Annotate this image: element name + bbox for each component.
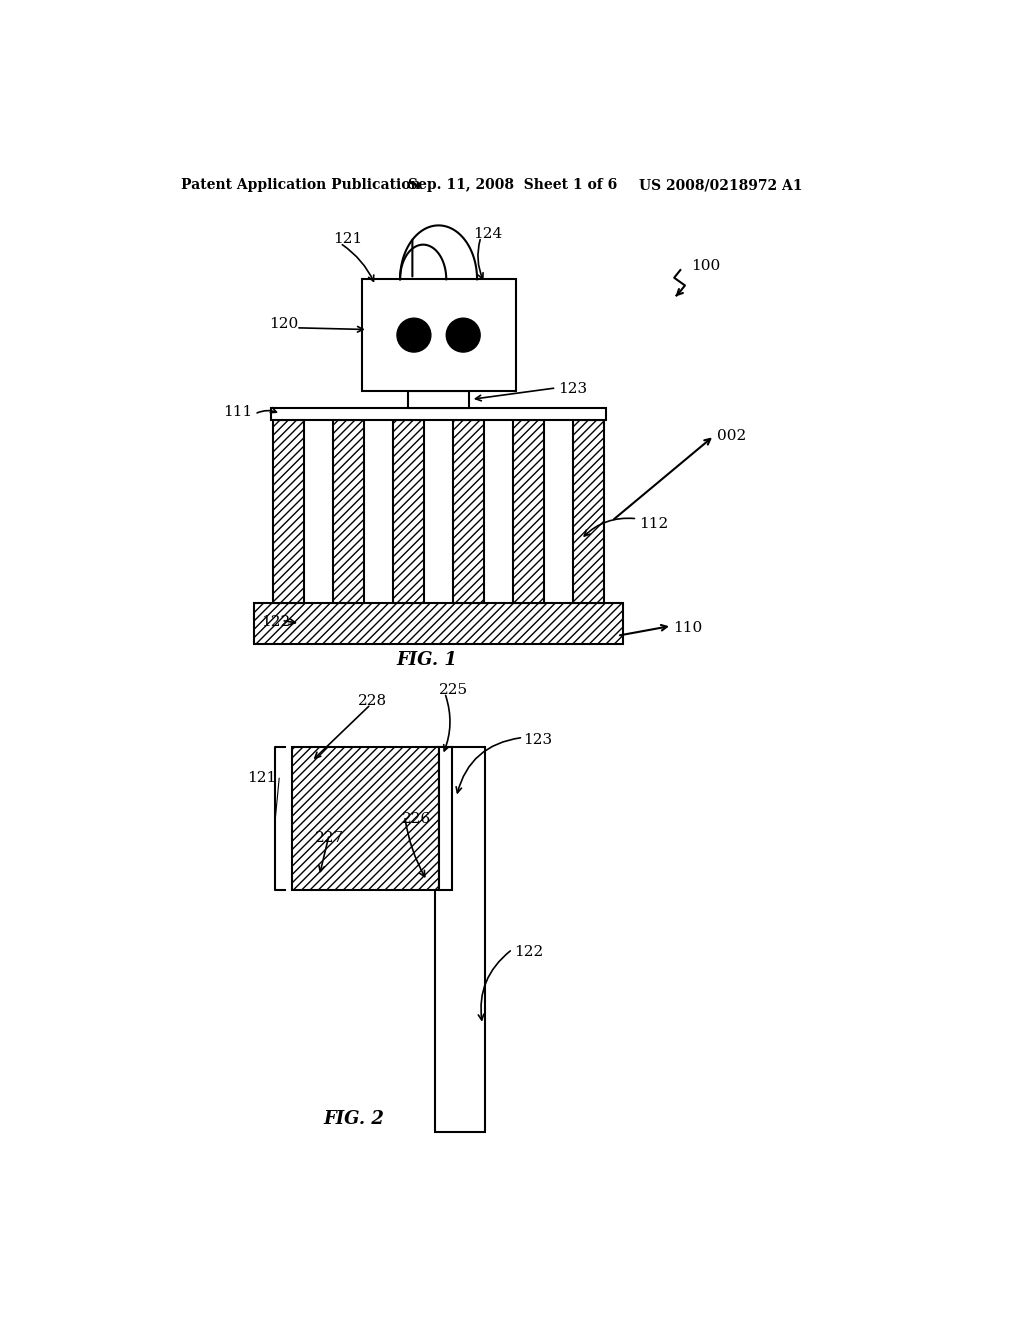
Text: 227: 227: [315, 830, 344, 845]
Bar: [408, 391, 469, 408]
Circle shape: [446, 318, 480, 352]
Text: 110: 110: [674, 622, 702, 635]
Text: 123: 123: [558, 383, 587, 396]
Bar: [573, 420, 604, 603]
Text: 111: 111: [223, 405, 252, 420]
Text: US 2008/0218972 A1: US 2008/0218972 A1: [639, 178, 802, 193]
Text: 002: 002: [717, 429, 746, 442]
Bar: [271, 408, 605, 420]
Circle shape: [397, 318, 431, 352]
Bar: [513, 420, 544, 603]
Text: 121: 121: [248, 771, 276, 785]
Bar: [292, 747, 438, 890]
Bar: [438, 747, 453, 890]
Text: 122: 122: [514, 945, 544, 958]
Text: 226: 226: [401, 812, 431, 826]
Text: 122: 122: [261, 615, 291, 628]
Text: 228: 228: [357, 694, 387, 709]
Text: 100: 100: [691, 259, 720, 273]
Bar: [333, 420, 364, 603]
Bar: [273, 420, 304, 603]
Bar: [393, 420, 424, 603]
Text: 124: 124: [473, 227, 503, 240]
Text: Patent Application Publication: Patent Application Publication: [180, 178, 420, 193]
Bar: [435, 747, 484, 1133]
Text: FIG. 1: FIG. 1: [396, 652, 458, 669]
Text: Sep. 11, 2008  Sheet 1 of 6: Sep. 11, 2008 Sheet 1 of 6: [408, 178, 617, 193]
Bar: [254, 603, 624, 644]
Text: 112: 112: [639, 517, 668, 531]
Text: 225: 225: [438, 682, 468, 697]
Text: 120: 120: [269, 317, 298, 331]
Bar: [454, 420, 484, 603]
Text: 123: 123: [523, 733, 552, 747]
Text: FIG. 2: FIG. 2: [324, 1110, 384, 1129]
Text: 121: 121: [333, 232, 362, 247]
Bar: [361, 280, 515, 391]
